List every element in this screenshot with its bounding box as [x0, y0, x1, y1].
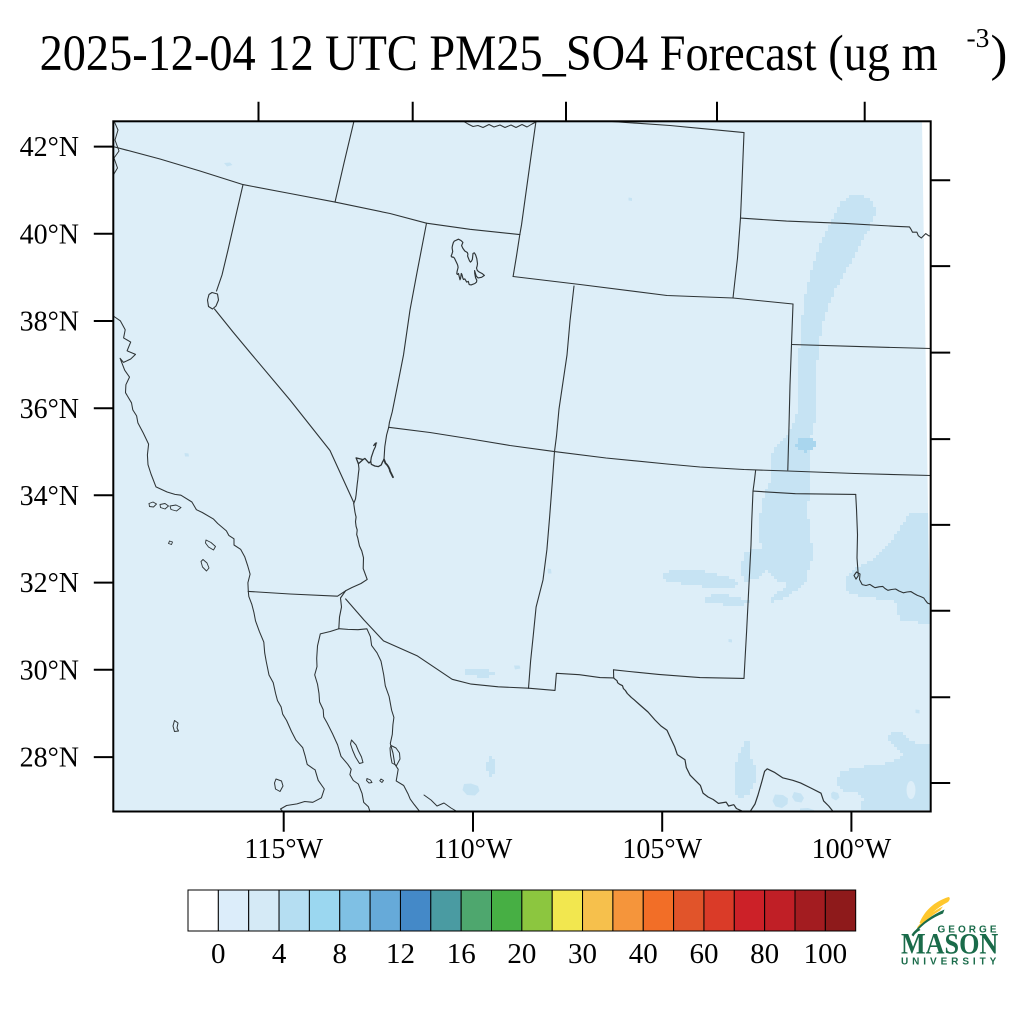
svg-text:100: 100: [804, 938, 848, 970]
svg-text:4: 4: [272, 938, 287, 970]
svg-text:40: 40: [629, 938, 658, 970]
svg-text:GEORGE: GEORGE: [938, 925, 1000, 936]
svg-text:16: 16: [447, 938, 476, 970]
svg-text:36°N: 36°N: [20, 394, 79, 425]
svg-text:110°W: 110°W: [434, 834, 513, 865]
svg-text:8: 8: [333, 938, 348, 970]
svg-text:60: 60: [690, 938, 719, 970]
svg-text:-3: -3: [967, 22, 990, 53]
svg-text:): ): [991, 25, 1008, 81]
svg-text:42°N: 42°N: [20, 132, 79, 163]
svg-text:38°N: 38°N: [20, 307, 79, 338]
svg-text:12: 12: [386, 938, 415, 970]
svg-text:30°N: 30°N: [20, 655, 79, 686]
svg-text:28°N: 28°N: [20, 743, 79, 774]
svg-text:0: 0: [211, 938, 226, 970]
svg-text:20: 20: [507, 938, 536, 970]
svg-text:34°N: 34°N: [20, 481, 79, 512]
svg-text:115°W: 115°W: [244, 834, 323, 865]
svg-text:30: 30: [568, 938, 597, 970]
svg-text:40°N: 40°N: [20, 219, 79, 250]
svg-text:UNIVERSITY: UNIVERSITY: [901, 957, 998, 968]
svg-text:80: 80: [750, 938, 779, 970]
svg-text:100°W: 100°W: [812, 834, 892, 865]
svg-text:2025-12-04 12 UTC PM25_SO4 For: 2025-12-04 12 UTC PM25_SO4 Forecast (ug …: [40, 25, 938, 81]
svg-text:32°N: 32°N: [20, 568, 79, 599]
svg-text:MASON: MASON: [901, 928, 998, 960]
svg-text:105°W: 105°W: [622, 834, 702, 865]
